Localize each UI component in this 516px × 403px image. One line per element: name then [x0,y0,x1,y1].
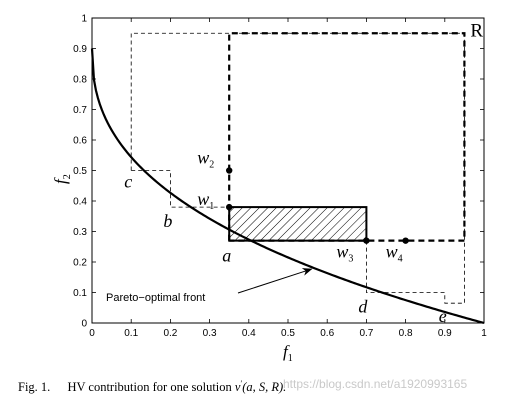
y-tick-label: 0.6 [73,136,87,147]
weight-points: w2 w1 w3 w4 [197,148,409,265]
x-tick-label: 0.4 [242,328,256,339]
weight-point-label: w3 [336,242,353,265]
hv-contribution-hatched-area [228,206,368,242]
y-axis-label-main: f [51,177,70,184]
weight-point-marker [226,203,233,211]
hv-contribution-figure: 0 0.1 0.2 0.3 0.4 0.5 0.6 0.7 0.8 0.9 1 0 0.1 0.2 0.3 0… [51,14,487,365]
solution-label: b [163,211,172,231]
front-annotation-arrow [237,268,313,294]
y-tick-label: 0.4 [73,197,87,208]
solution-label: d [358,297,368,317]
front-annotation: Pareto−optimal front [106,292,205,304]
caption-text: HV contribution for one solution [67,380,232,395]
y-tick-label: 0.3 [73,227,87,238]
caption-formula-sup: ′ [240,379,243,388]
caption-formula-v: v [234,380,241,395]
pareto-front-curve [90,48,485,325]
x-tick-label: 0.3 [203,328,217,339]
weight-point-marker [363,237,370,244]
weight-point-label: w1 [197,189,214,212]
weight-point-label: w2 [197,148,214,171]
caption-figure-label: Fig. 1. [18,380,51,395]
y-tick-label: 0.8 [73,75,87,86]
y-tick-label: 0 [81,319,87,330]
x-tick-label: 0 [89,328,95,339]
x-axis-label-sub: 1 [288,353,293,364]
x-tick-label: 0.8 [399,328,413,339]
y-tick-label: 0.2 [73,258,87,269]
solution-label: a [222,246,231,266]
solution-label: c [124,172,132,192]
x-tick-label: 0.7 [359,328,373,339]
y-tick-label: 0.5 [73,166,87,177]
x-tick-label: 0.5 [281,328,295,339]
solution-label: e [439,306,447,326]
y-tick-label: 1 [81,14,87,25]
figure-caption: Fig. 1. HV contribution for one solution… [18,379,508,395]
watermark-url: https://blog.csdn.net/a1920993165 [283,377,468,391]
x-axis-label-main: f [283,342,290,361]
caption-formula-args: (a, S, R). [242,380,287,395]
x-tick-label: 0.6 [320,328,334,339]
weight-point-label: w4 [386,242,403,265]
reference-point-label: R [470,20,483,41]
y-axis-label: f2 [51,174,73,184]
y-axis-label-sub: 2 [62,174,73,179]
solution-labels: c b a d e [124,172,447,327]
y-tick-label: 0.7 [73,105,87,116]
weight-point-marker [402,237,409,244]
y-tick-label: 0.1 [73,288,87,299]
x-tick-label: 0.9 [438,328,452,339]
x-axis-label: f1 [283,342,293,364]
weight-point-marker [226,167,233,174]
solution-a-dominated-region [228,32,466,242]
x-tick-label: 0.2 [163,328,177,339]
axis-ticks: 0 0.1 0.2 0.3 0.4 0.5 0.6 0.7 0.8 0.9 1 0 0.1 0.2 0.3 0… [73,14,487,340]
x-tick-label: 0.1 [124,328,138,339]
y-tick-label: 0.9 [73,44,87,55]
x-tick-label: 1 [481,328,487,339]
